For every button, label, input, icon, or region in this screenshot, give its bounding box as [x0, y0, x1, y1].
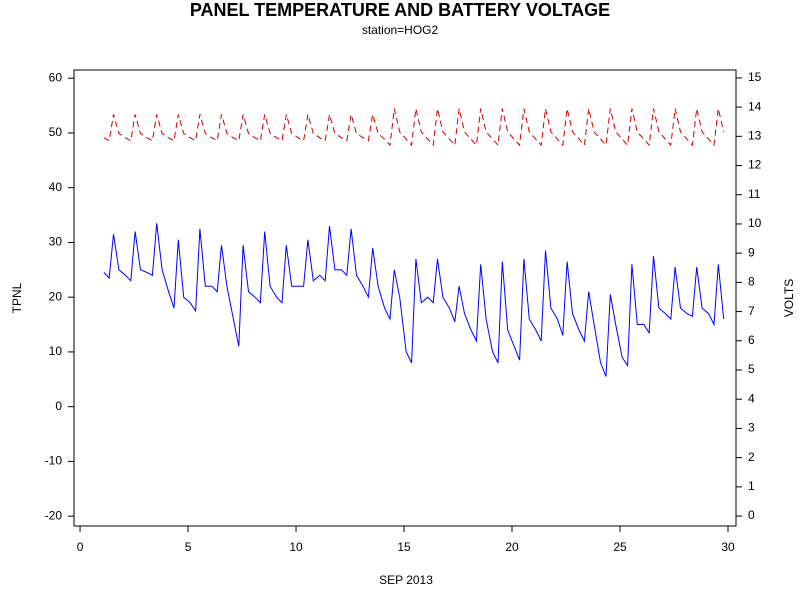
y2-tick-label: 9	[748, 245, 755, 259]
y-tick-label: 0	[55, 399, 62, 413]
y2-tick-label: 14	[748, 99, 762, 113]
y-tick-label: 50	[49, 125, 63, 139]
y2-tick-label: 12	[748, 158, 762, 172]
y-tick-label: 30	[49, 235, 63, 249]
y2-tick-label: 1	[748, 479, 755, 493]
x-tick-label: 10	[289, 540, 303, 554]
y-tick-label: 40	[49, 180, 63, 194]
y2-tick-label: 13	[748, 128, 762, 142]
x-tick-label: 30	[721, 540, 735, 554]
chart-subtitle: station=HOG2	[362, 23, 439, 37]
x-tick-label: 15	[397, 540, 411, 554]
y-tick-label: -10	[45, 454, 63, 468]
y2-tick-label: 5	[748, 362, 755, 376]
y-axis-label: TPNL	[10, 282, 24, 313]
x-tick-label: 0	[77, 540, 84, 554]
data-line	[103, 223, 725, 377]
y-tick-label: -20	[45, 508, 63, 522]
x-tick-label: 5	[185, 540, 192, 554]
y2-tick-label: 11	[748, 187, 761, 201]
y2-axis-label: VOLTS	[782, 279, 796, 317]
y-tick-label: 10	[49, 344, 63, 358]
x-tick-label: 20	[505, 540, 519, 554]
x-axis-label: SEP 2013	[379, 573, 433, 587]
y2-tick-label: 15	[748, 70, 762, 84]
y2-tick-label: 3	[748, 421, 755, 435]
chart-title: PANEL TEMPERATURE AND BATTERY VOLTAGE	[190, 0, 610, 20]
x-tick-label: 25	[613, 540, 627, 554]
y2-tick-label: 10	[748, 216, 762, 230]
y2-tick-label: 2	[748, 450, 755, 464]
y2-tick-label: 0	[748, 508, 755, 522]
y2-tick-label: 8	[748, 275, 755, 289]
y2-tick-label: 6	[748, 333, 755, 347]
y2-tick-label: 7	[748, 304, 755, 318]
y-tick-label: 20	[49, 289, 63, 303]
plot-frame	[73, 69, 737, 527]
data-line	[103, 108, 725, 147]
y-tick-label: 60	[49, 70, 63, 84]
y2-tick-label: 4	[748, 391, 755, 405]
